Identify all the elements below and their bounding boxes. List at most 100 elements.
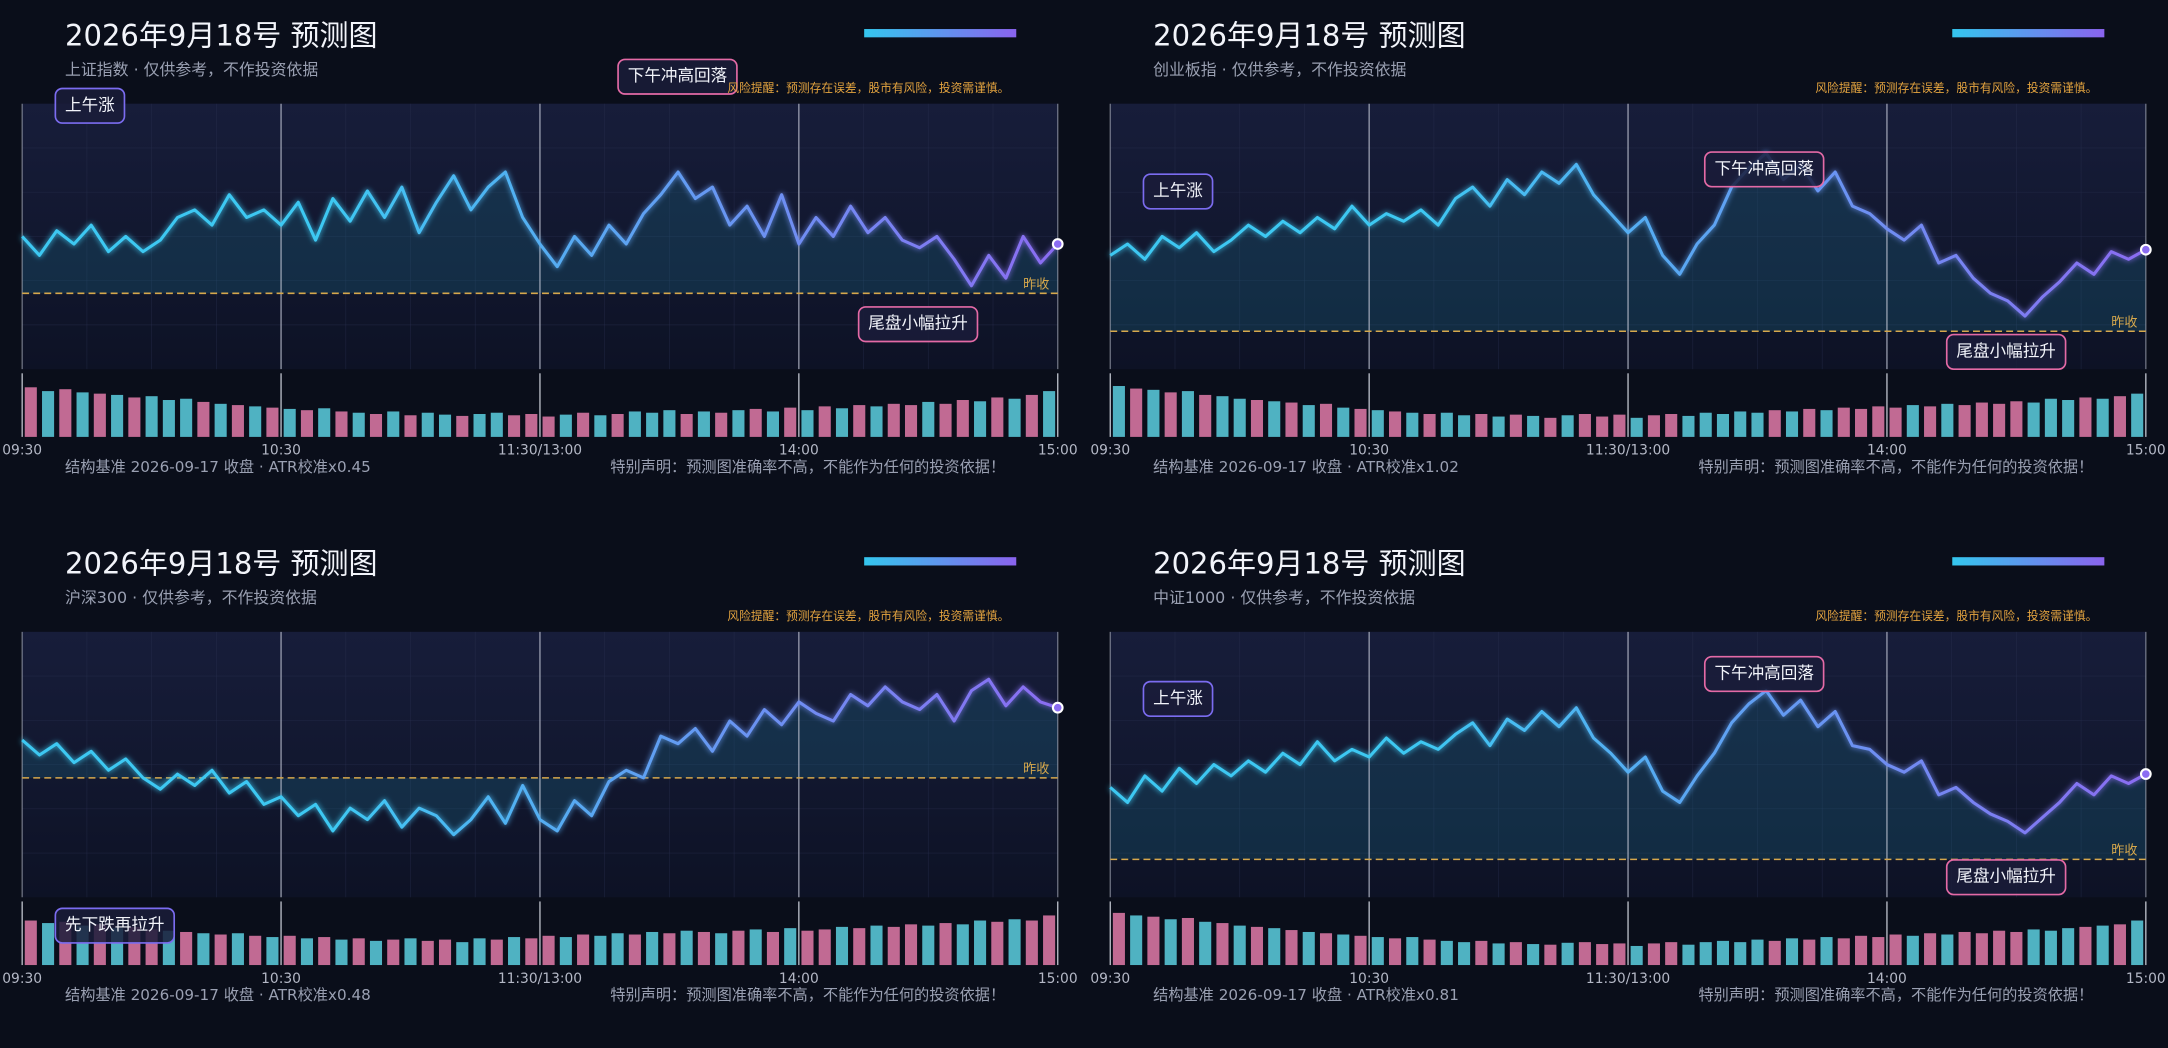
volume-bar (1199, 394, 1212, 437)
volume-bar (249, 406, 262, 437)
volume-bar (853, 405, 866, 437)
chart-subtitle: 中证1000 · 仅供参考，不作投资依据 (1153, 588, 1415, 607)
volume-bar (421, 412, 434, 437)
volume-bar (974, 920, 987, 966)
end-dot (2139, 243, 2152, 256)
volume-bar (1855, 935, 1868, 966)
volume-bar (542, 935, 555, 966)
volume-bar (2113, 396, 2126, 437)
annotation-text: 下午冲高回落 (1714, 664, 1814, 683)
volume-bar (1008, 398, 1021, 437)
annotation-text: 尾盘小幅拉升 (1956, 341, 2055, 360)
volume-bar (1906, 405, 1919, 437)
volume-bar (749, 929, 762, 966)
volume-bar (1872, 937, 1885, 966)
volume-bar (2079, 397, 2092, 437)
volume-bar (594, 415, 607, 437)
x-tick-label: 11:30/13:00 (498, 443, 582, 459)
volume-bar (732, 410, 745, 437)
volume-bar (1354, 408, 1367, 437)
volume-bar (404, 415, 417, 437)
annotation-box (1703, 151, 1825, 188)
price-line (1109, 689, 2147, 835)
volume-bar (663, 933, 676, 966)
chart-subtitle: 创业板指 · 仅供参考，不作投资依据 (1153, 60, 1406, 79)
price-line (21, 170, 1059, 288)
chart-title: 2026年9月18号 预测图 (65, 546, 378, 580)
volume-bar (214, 934, 227, 966)
title-badge (864, 29, 1017, 38)
x-tick-label: 15:00 (2126, 971, 2166, 987)
volume-bar (180, 398, 193, 437)
footer-left: 结构基准 2026-09-17 收盘 · ATR校准x0.45 (65, 458, 371, 476)
volume-bar (1475, 414, 1488, 437)
volume-bar (1509, 942, 1522, 966)
volume-bar (352, 938, 365, 966)
x-tick-label: 15:00 (1038, 443, 1078, 459)
volume-bar (922, 401, 935, 437)
volume-bar (1993, 403, 2006, 437)
volume-bar (473, 938, 486, 966)
x-tick-label: 10:30 (261, 443, 301, 459)
volume-bar (283, 935, 296, 966)
x-tick-label: 14:00 (779, 971, 819, 987)
volume-bar (2027, 929, 2040, 966)
x-tick-label: 14:00 (779, 443, 819, 459)
volume-bar (197, 933, 210, 966)
volume-bar (1440, 412, 1453, 437)
annotation-box (1703, 655, 1825, 693)
volume-bar (1544, 944, 1557, 966)
volume-bar (1130, 915, 1143, 966)
volume-bar (646, 931, 659, 966)
volume-bar (559, 937, 572, 966)
volume-bar (1578, 414, 1591, 437)
volume-bar (300, 938, 313, 966)
title-badge (864, 557, 1017, 566)
volume-bar (1181, 391, 1194, 437)
volume-bar (438, 939, 452, 966)
volume-bar (1509, 414, 1522, 437)
x-tick-label: 09:30 (1090, 971, 1130, 987)
volume-bar (2079, 926, 2092, 966)
volume-bar (352, 412, 365, 437)
volume-bar (508, 937, 521, 966)
volume-bar (231, 405, 244, 437)
volume-bar (490, 939, 503, 966)
volume-bar (1130, 388, 1143, 437)
volume-bar (732, 930, 745, 966)
volume-bar (939, 403, 952, 437)
volume-bar (680, 414, 693, 437)
x-tick-label: 11:30/13:00 (1586, 971, 1670, 987)
volume-bar (835, 926, 849, 966)
volume-bar (1233, 398, 1246, 437)
annotation-box (1945, 333, 2067, 370)
volume-bar (1803, 939, 1816, 966)
volume-bar (1561, 942, 1574, 966)
volume-bar (784, 928, 797, 966)
volume-bar (1768, 410, 1781, 437)
reference-label: 昨收 (1023, 761, 1049, 777)
risk-note: 风险提醒：预测存在误差，股市有风险，投资需谨慎。 (1815, 81, 2097, 95)
volume-bar (1008, 919, 1021, 966)
annotation-text: 上午涨 (1153, 181, 1203, 200)
volume-bar (456, 415, 469, 437)
volume-bar (145, 396, 158, 437)
volume-bar (162, 400, 175, 437)
volume-bar (1475, 940, 1488, 966)
volume-bar (939, 923, 952, 966)
volume-bar (1613, 414, 1626, 437)
volume-bar (387, 939, 400, 966)
volume-bar (1440, 940, 1453, 966)
volume-bar (1924, 406, 1937, 437)
volume-bar (922, 925, 935, 966)
volume-bar (473, 414, 486, 437)
x-tick-label: 09:30 (1090, 443, 1130, 459)
volume-bar (697, 931, 710, 966)
volume-bar (1544, 417, 1557, 437)
volume-bar (956, 400, 969, 437)
volume-bar (1975, 402, 1988, 437)
annotation-box (617, 58, 738, 95)
chart-title: 2026年9月18号 预测图 (1153, 546, 1466, 580)
